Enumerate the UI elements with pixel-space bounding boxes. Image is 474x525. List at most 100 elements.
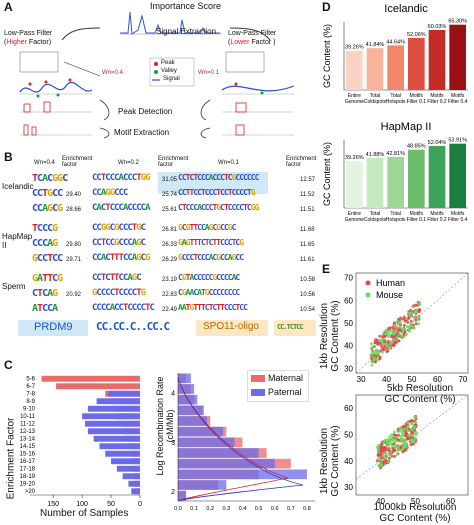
motif-letter: T [136,173,142,183]
mouse-point [410,427,414,431]
mouse-point [397,332,401,336]
enrichment-bar [111,458,140,465]
human-point [386,339,390,343]
motif-letter: C [122,288,129,298]
gc-bar-label: 39.26% [345,45,364,51]
motif-letter: T [100,273,107,283]
paternal-swatch [251,389,265,396]
human-point [389,335,393,339]
motif-letter: C [42,238,48,249]
mouse-point [417,303,421,307]
motif-letter: C [52,273,58,284]
motif-letter: A [100,188,107,198]
mouse-point [393,430,397,434]
motif-letter: A [47,238,53,249]
recomb-xtick-label: 0.3 [223,506,231,512]
motif-letter: T [193,223,198,232]
gc-bar-label: 44.64% [386,39,405,45]
enrichment-bar [131,488,140,495]
mouse-point [406,421,410,425]
motif-letter: C [42,303,48,314]
e2-ylabel: 1kb Resolution GC Content (%) [319,425,341,497]
enrichment-value: 22.83 [162,292,178,298]
motif-logo: ATCCA [32,303,58,314]
motif-letter: T [223,173,229,182]
mouse-point [403,327,407,331]
motif-letter: C [37,203,43,214]
motif-letter: G [136,238,142,248]
mouse-point [413,310,417,314]
motif-letter: C [231,188,237,197]
motif-letter: C [178,188,183,197]
motif-letter: G [181,288,187,297]
motif-letter: C [220,173,225,182]
mouse-point [370,359,374,363]
gc-bar-label: 53.91% [448,138,467,144]
motif-letter: C [114,203,120,213]
motif-letter: T [193,238,198,247]
human-point [376,342,380,346]
motif-letter: T [212,238,217,247]
gc-category-label: Motifs [451,211,465,217]
human-point [414,322,418,326]
motif-letter: C [127,203,133,213]
mouse-point [391,444,395,448]
motif-letter: C [105,288,111,298]
mouse-point [398,427,402,431]
motif-letter: T [100,238,107,248]
motif-letter: T [109,273,116,283]
lpf-left-factor: (Higher Factor) [4,39,51,46]
motif-letter: C [235,188,240,197]
mouse-point [400,331,404,335]
motif-letter: C [62,173,68,184]
right-barcode [225,51,265,73]
motif-letter: C [204,173,210,182]
recomb-bar [178,384,195,394]
motif-letter: C [223,188,229,197]
human-point [387,456,391,460]
lpf-right-factor: (Lower Factor ) [228,39,275,46]
enrichment-value: 10.58 [300,277,316,283]
human-point [403,330,407,334]
recomb-ytick-label: 3 [171,440,175,447]
motif-letter: C [185,253,191,262]
scatter-ytick-label: 50 [344,430,353,439]
human-point [376,453,380,457]
prdm9-label: PRDM9 [34,321,73,333]
motif-logo: CCCCACCTCCCCTC [92,303,155,313]
motif-letter: C [227,273,233,282]
motif-letter: C [220,223,225,232]
mouse-point [403,427,407,431]
panel-d-charts: Icelandic39.26%EntireGenome41.84%TotalCo… [322,3,468,223]
paternal-density-curve [177,377,304,502]
motif-letter: T [193,253,198,262]
motif-logo: CGAACATGCCCCCCCC [178,288,240,297]
motif-letter: G [145,173,151,183]
motif-letter: A [197,288,202,297]
motif-letter: C [243,173,248,182]
motif-letter: C [122,223,129,233]
motif-letter: T [185,188,191,197]
legend-valley: Valley [161,68,177,74]
motif-letter: C [149,303,155,313]
gc-category-label: Genome [345,217,364,223]
motif-letter: T [200,188,206,197]
mouse-point [388,329,392,333]
header-wn01: Wn=0.1 [218,160,239,166]
gc-bar [366,158,384,208]
enrichment-bar [56,383,141,390]
motif-letter: C [227,288,233,297]
motif-logo: TCACGGC [32,173,68,184]
motif-letter: C [92,303,98,313]
recomb-bar [178,437,235,448]
gc-bar [346,50,363,90]
panel-label-b: B [4,150,13,164]
mouse-point [402,437,406,441]
motif-letter: G [105,223,111,233]
panel-label-c: C [4,358,13,372]
motif-logo: AATGTTTCTCTTCCCTCC [178,303,248,312]
mouse-point [377,464,381,468]
mouse-point [388,435,392,439]
motif-letter: C [208,203,214,212]
